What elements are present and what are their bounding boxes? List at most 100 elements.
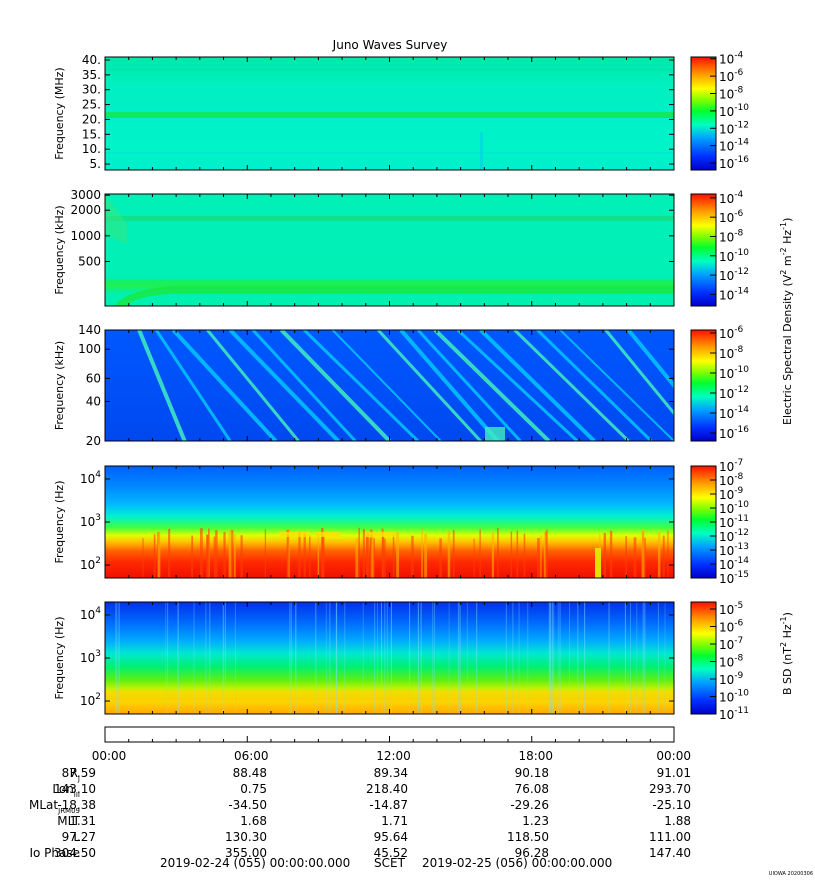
panel-4-texture	[240, 535, 243, 578]
panel-2-early-feature	[105, 194, 127, 244]
panel-4-texture	[384, 538, 386, 578]
panel-5-texture	[222, 602, 224, 714]
panel-5-texture	[457, 602, 459, 714]
colorbar-3-scale	[690, 329, 717, 442]
colorbar-5-tick-label: 10-6	[719, 619, 744, 635]
cbar-tick-exp: -8	[734, 654, 743, 664]
cbar-tick-base: 10	[719, 603, 734, 617]
ephemeris-label-main: R	[70, 766, 78, 780]
panel-4-ylabel: Frequency (Hz)	[53, 481, 66, 564]
colorbar-4-tick-label: 10-14	[719, 556, 749, 572]
colorbar-1-tick-label: 10-10	[719, 103, 749, 119]
panel-4-texture	[208, 528, 210, 578]
panel-4-texture	[545, 531, 547, 578]
panel-2-ytick-label: 500	[78, 254, 101, 268]
panel-5-texture	[608, 602, 610, 714]
panel-5-texture	[384, 602, 386, 714]
panel-4-texture	[309, 535, 311, 578]
cbar-tick-base: 10	[719, 105, 734, 119]
panel-5-texture	[115, 602, 117, 714]
ephemeris-value: 97.27	[62, 830, 96, 844]
ephemeris-label-sub: III	[74, 791, 80, 799]
panel-3-ytick-label: 60	[86, 371, 101, 385]
ephemeris-value: 91.01	[657, 766, 691, 780]
time-tick-label: 18:00	[518, 749, 553, 763]
panel-5-texture	[224, 602, 226, 714]
panel-2-ylabel: Frequency (kHz)	[53, 205, 66, 294]
cbar-tick-base: 10	[719, 427, 734, 441]
panel-4-texture	[516, 530, 519, 578]
panel-5-texture	[329, 602, 331, 714]
magnetic-label-mid: Hz	[781, 624, 794, 642]
colorbar-5-tick-label: 10-5	[719, 601, 743, 617]
spectrogram-panels: 40.35.30.25.20.15.10.5. Frequency (MHz) 30…	[53, 53, 675, 715]
panel-5-low-band	[105, 690, 674, 700]
panel-4-texture	[497, 527, 499, 578]
panel-2-ytick-label: 3000	[70, 188, 101, 202]
cbar-tick-base: 10	[719, 474, 734, 488]
cbar-tick-base: 10	[719, 638, 734, 652]
ephemeris-value: 45.52	[374, 846, 408, 860]
cbar-tick-base: 10	[719, 122, 734, 136]
cbar-tick-exp: -13	[734, 542, 749, 552]
panel-5-texture	[553, 602, 555, 714]
colorbar-1-tick-label: 10-4	[719, 51, 744, 67]
colorbar-2-tick-label: 10-12	[719, 267, 749, 283]
colorbar-4-tick-label: 10-13	[719, 542, 749, 558]
cbar-tick-exp: -5	[734, 601, 743, 611]
panel-4-ytick-label: 104	[80, 470, 101, 486]
ephemeris-row-label: MLatJRM09	[29, 798, 80, 815]
panel-4-texture	[452, 529, 455, 578]
cbar-tick-exp: -12	[734, 120, 749, 130]
panel-5-texture	[315, 602, 317, 714]
colorbar-5-tick-label: 10-9	[719, 671, 744, 687]
panel-2-cutoff-curve	[115, 285, 674, 306]
panel-2-ytick-label: 1000	[70, 229, 101, 243]
cbar-tick-exp: -10	[734, 103, 749, 113]
electric-label-sup3: -1	[779, 222, 788, 230]
footer-start-time: 2019-02-24 (055) 00:00:00.000	[160, 856, 350, 870]
colorbar-2-tick-label: 10-14	[719, 286, 749, 302]
panel-4-texture	[233, 534, 236, 578]
cbar-tick-base: 10	[719, 230, 734, 244]
colorbar-5-tick-label: 10-7	[719, 636, 743, 652]
panel-4-texture	[662, 535, 665, 578]
time-axis	[104, 726, 675, 743]
ephemeris-value: 1.68	[240, 814, 267, 828]
panel-5-texture	[165, 602, 167, 714]
colorbar-1-tick-label: 10-16	[719, 155, 749, 171]
panel-3-emission-streak	[399, 330, 500, 441]
panel-5-background	[105, 602, 674, 714]
panel-5-texture	[459, 602, 461, 714]
panel-3-emission-streak	[171, 330, 278, 441]
panel-5-texture	[325, 602, 327, 714]
panel-5-texture	[505, 602, 507, 714]
ytick-base: 10	[80, 558, 95, 572]
ytick-exp: 2	[95, 556, 101, 566]
panel-4-texture	[213, 536, 216, 578]
panel-5-texture	[193, 602, 195, 714]
panel-4-texture	[355, 538, 359, 578]
panel-5-texture	[624, 602, 626, 714]
panel-5-texture	[289, 602, 291, 714]
panel-5-texture	[466, 602, 468, 714]
panel-5-texture	[642, 602, 644, 714]
ytick-exp: 4	[95, 470, 101, 480]
ephemeris-value: 89.34	[374, 766, 408, 780]
panel-4-texture	[157, 532, 161, 578]
ephemeris-value: 95.64	[374, 830, 408, 844]
cbar-tick-exp: -12	[734, 267, 749, 277]
panel-5-texture	[344, 602, 346, 714]
colorbars: 10-410-610-810-1010-1210-1410-1610-410-6…	[690, 51, 749, 722]
cbar-tick-base: 10	[719, 502, 734, 516]
cbar-tick-base: 10	[719, 157, 734, 171]
panel-5-texture	[518, 602, 520, 714]
panel-1: 40.35.30.25.20.15.10.5. Frequency (MHz)	[53, 53, 675, 171]
colorbar-4-tick-label: 10-10	[719, 500, 749, 516]
ephemeris-value: 355.00	[225, 846, 267, 860]
panel-4-texture	[142, 538, 144, 578]
cbar-tick-base: 10	[719, 407, 734, 421]
cbar-tick-exp: -11	[734, 706, 749, 716]
panel-5-ylabel: Frequency (Hz)	[53, 617, 66, 700]
